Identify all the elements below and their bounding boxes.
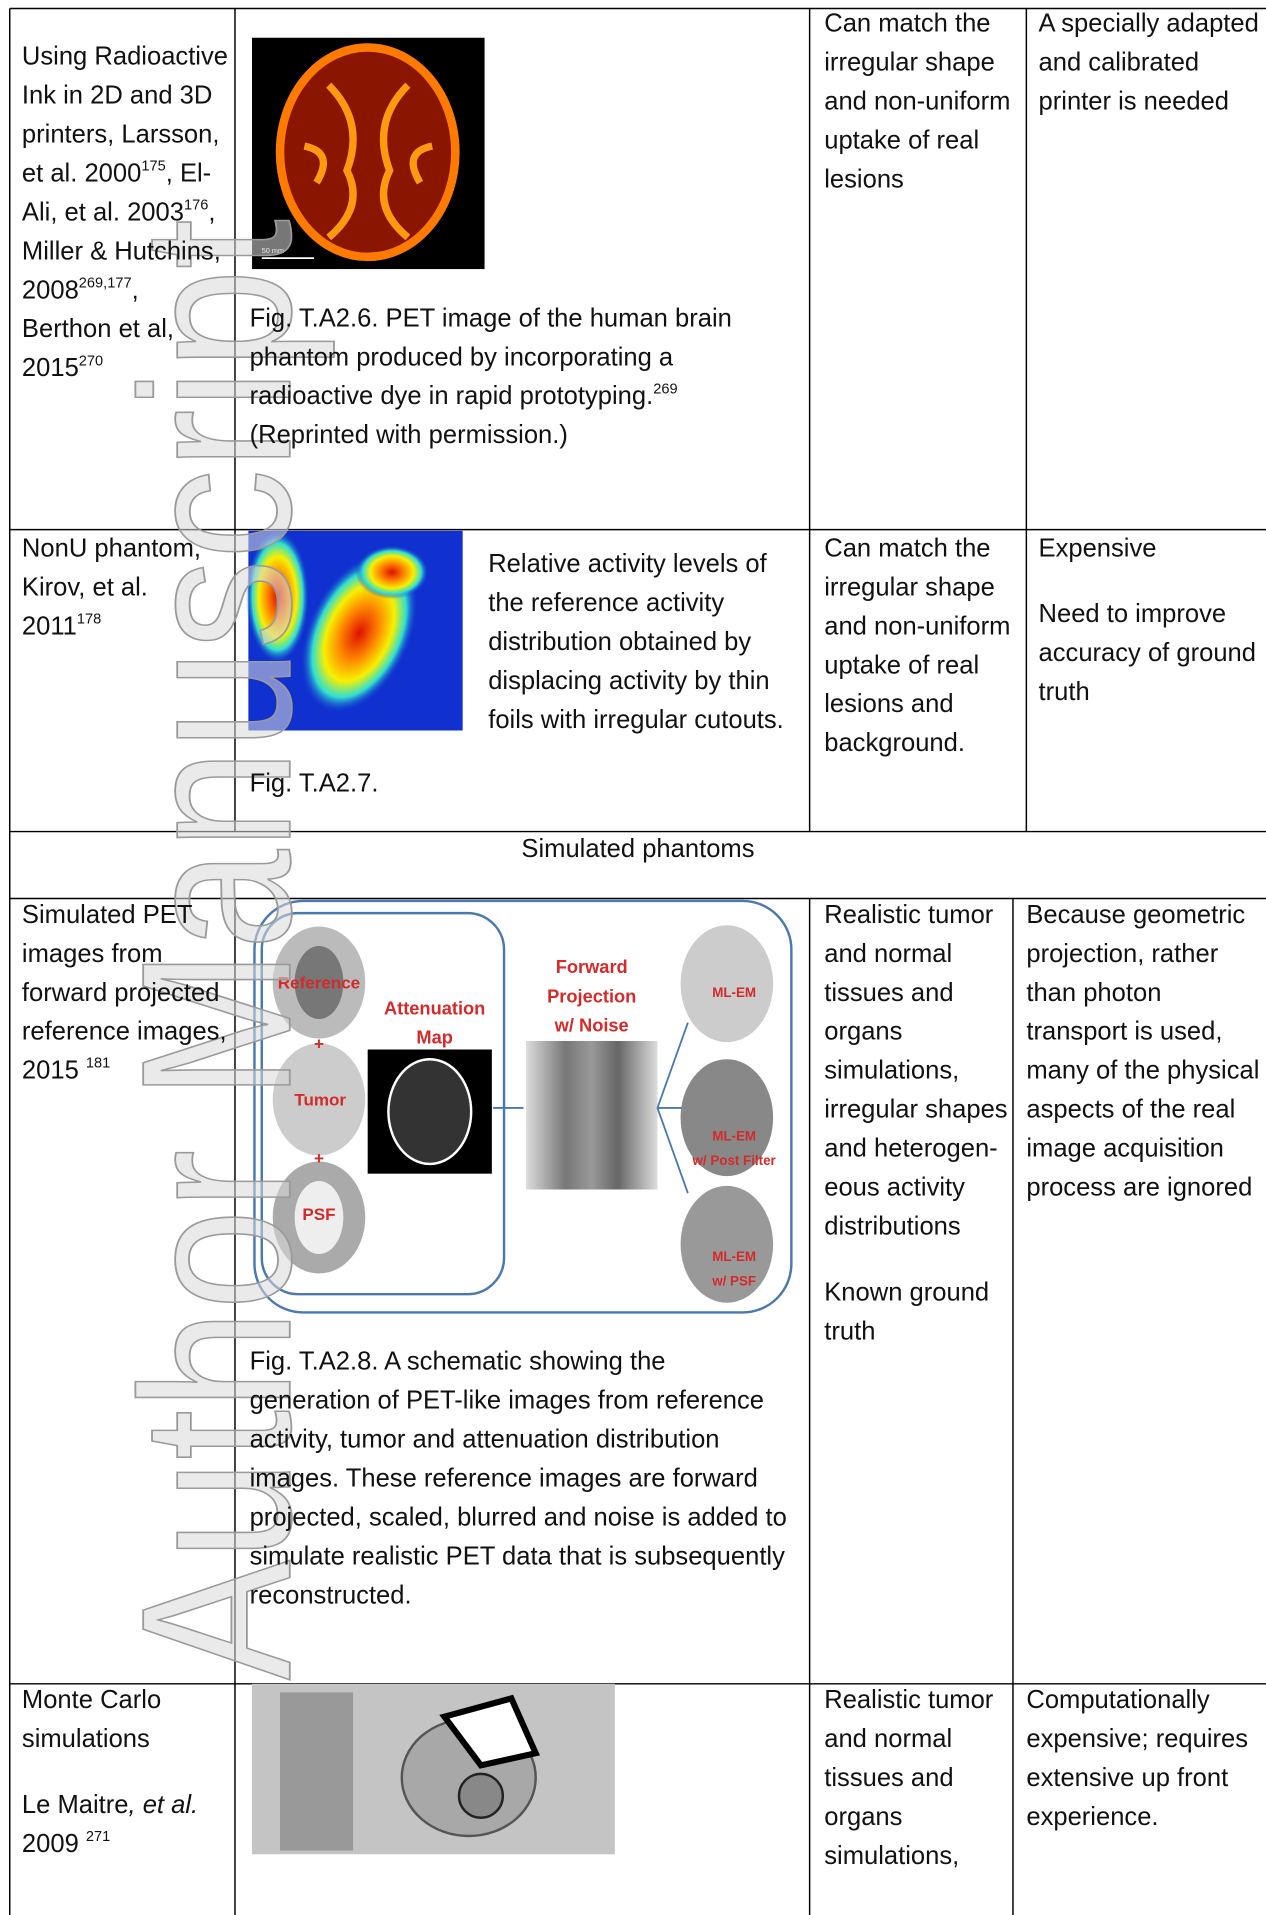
text: A specially adapted and calibrated print… — [1038, 9, 1259, 116]
diagram-label: Forward — [556, 956, 628, 977]
figure-description: Relative activity levels of the referenc… — [488, 545, 798, 740]
paragraph: Fig. T.A2.6. PET image of the human brai… — [250, 300, 804, 417]
diagram-label: Attenuation — [384, 997, 485, 1018]
reference: 270 — [78, 351, 104, 369]
text: Can match the irregular shape and non-un… — [824, 534, 1011, 758]
paragraph: Expensive — [1039, 530, 1264, 569]
italic-text: , et al. — [128, 1790, 199, 1819]
text: Can match the irregular shape and non-un… — [824, 9, 1011, 194]
method-cell: Simulated PET images from forward projec… — [22, 896, 231, 1118]
text: Fig. T.A2.8. A schematic showing the gen… — [249, 1347, 787, 1610]
paragraph: Need to improve accuracy of ground truth — [1039, 595, 1264, 712]
paragraph: Realistic tumor and normal tissues and o… — [824, 1681, 1009, 1876]
heat-map-image — [245, 529, 463, 731]
advantages-cell: Realistic tumor and normal tissues and o… — [824, 896, 1009, 1378]
limitations-cell: Computationally expensive; requires exte… — [1026, 1681, 1263, 1864]
paragraph: (Reprinted with permission.) — [250, 416, 804, 455]
text: NonU phantom, Kirov, et al. 2011 — [21, 534, 202, 641]
reference: 175 — [141, 157, 166, 175]
paragraph: Can match the irregular shape and non-un… — [824, 5, 1019, 200]
text: Realistic tumor and normal tissues and o… — [824, 900, 1008, 1241]
method-cell: NonU phantom, Kirov, et al. 2011178 — [22, 530, 231, 674]
text: 2009 — [21, 1829, 86, 1858]
text: Realistic tumor and normal tissues and o… — [824, 1686, 994, 1871]
diagram-label: Projection — [547, 985, 636, 1006]
diagram-label: + — [314, 1034, 324, 1053]
section-heading: Simulated phantoms — [521, 835, 755, 864]
text: , Miller & Hutchins, 2008 — [21, 198, 221, 305]
reference: 269,177 — [78, 273, 132, 291]
diagram-label: ML-EM — [712, 1249, 756, 1264]
paragraph: A specially adapted and calibrated print… — [1039, 5, 1264, 122]
limitations-cell: Because geometric projection, rather tha… — [1026, 896, 1263, 1234]
method-cell: Using Radioactive Ink in 2D and 3D print… — [22, 38, 231, 415]
text: Monte Carlo simulations — [21, 1686, 162, 1754]
text: Simulated PET images from forward projec… — [21, 900, 227, 1085]
limitations-cell: Expensive Need to improve accuracy of gro… — [1039, 530, 1264, 739]
advantages-cell: Can match the irregular shape and non-un… — [824, 530, 1019, 791]
paragraph: Can match the irregular shape and non-un… — [824, 530, 1019, 764]
text: Need to improve accuracy of ground truth — [1038, 600, 1256, 707]
paragraph: Le Maitre, et al. 2009 271 — [22, 1786, 231, 1864]
diagram-label: w/ PSF — [711, 1273, 756, 1288]
limitations-cell: A specially adapted and calibrated print… — [1039, 5, 1264, 149]
method-cell: Monte Carlo simulations Le Maitre, et al.… — [22, 1681, 231, 1890]
paragraph: Relative activity levels of the referenc… — [488, 545, 798, 740]
text: Known ground truth — [824, 1278, 990, 1346]
diagram-label: ML-EM — [712, 985, 756, 1000]
diagram-label: PSF — [302, 1205, 335, 1224]
figure-caption: Fig. T.A2.6. PET image of the human brai… — [250, 300, 804, 456]
reference: 269 — [653, 379, 678, 397]
paragraph: Computationally expensive; requires exte… — [1026, 1681, 1263, 1837]
diagram-label: Tumor — [294, 1090, 346, 1109]
paragraph: Fig. T.A2.7. — [250, 765, 615, 804]
text: Relative activity levels of the referenc… — [488, 550, 784, 735]
paragraph: Using Radioactive Ink in 2D and 3D print… — [22, 38, 231, 389]
advantages-cell: Realistic tumor and normal tissues and o… — [824, 1681, 1009, 1903]
diagram-label: + — [314, 1149, 324, 1168]
figure-caption: Fig. T.A2.7. — [250, 765, 615, 804]
advantages-cell: Can match the irregular shape and non-un… — [824, 5, 1019, 227]
text: Le Maitre — [21, 1790, 129, 1819]
text: Fig. T.A2.7. — [249, 769, 379, 798]
diagram-label: w/ Post Filter — [692, 1153, 776, 1168]
text: Computationally expensive; requires exte… — [1026, 1686, 1249, 1832]
schematic-image — [253, 899, 793, 1314]
scale-bar-label: 50 mm — [262, 246, 284, 255]
text: , Berthon et al, 2015 — [21, 276, 175, 383]
paragraph: Known ground truth — [824, 1274, 1009, 1352]
text: Using Radioactive Ink in 2D and 3D print… — [21, 42, 228, 188]
monte-carlo-image — [252, 1683, 615, 1855]
reference: 176 — [183, 196, 209, 214]
reference: 271 — [85, 1827, 111, 1845]
paragraph: NonU phantom, Kirov, et al. 2011178 — [22, 530, 231, 647]
paragraph: Monte Carlo simulations — [22, 1681, 231, 1759]
diagram-label: w/ Noise — [554, 1015, 629, 1036]
paragraph: Realistic tumor and normal tissues and o… — [824, 896, 1009, 1247]
text: Fig. T.A2.6. PET image of the human brai… — [249, 304, 732, 411]
paragraph: Because geometric projection, rather tha… — [1026, 896, 1263, 1208]
paragraph: Simulated PET images from forward projec… — [22, 896, 231, 1091]
diagram-label: ML-EM — [712, 1129, 756, 1144]
text: (Reprinted with permission.) — [249, 421, 568, 450]
paragraph: Fig. T.A2.8. A schematic showing the gen… — [250, 1343, 792, 1616]
text: Because geometric projection, rather tha… — [1026, 900, 1260, 1202]
pet-brain-image — [252, 37, 485, 270]
diagram-label: Map — [416, 1027, 452, 1048]
reference: 178 — [76, 609, 102, 628]
text: , El-Ali, et al. 2003 — [21, 159, 212, 227]
reference: 181 — [85, 1054, 111, 1072]
table-lines — [9, 7, 1266, 1915]
figure-caption: Fig. T.A2.8. A schematic showing the gen… — [250, 1343, 792, 1616]
text: Expensive — [1038, 534, 1157, 563]
diagram-label: Reference — [278, 973, 360, 992]
